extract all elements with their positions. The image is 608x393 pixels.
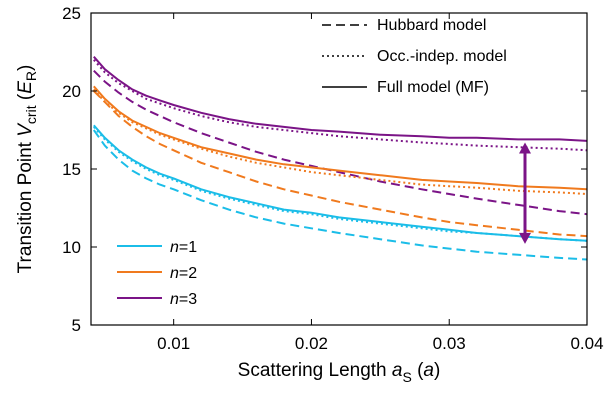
x-axis-label: Scattering Length aS (a) [238,360,441,385]
y-tick-label: 10 [62,238,81,257]
x-axis-label-symbol: a [392,360,403,381]
x-tick-label: 0.03 [433,334,466,353]
legend-label-full-model: Full model (MF) [377,79,489,96]
series-line-n3-dotted [93,59,587,152]
y-axis-label-main: Transition Point [15,137,36,274]
x-axis-label-unit-open: ( [412,360,424,381]
series-line-n3-solid [93,56,587,142]
y-axis-label-subscript: crit [23,105,39,124]
line-style-legend: Hubbard model Occ.-indep. model Full mod… [322,17,507,96]
y-axis-label-unit-subscript: R [23,71,39,81]
y-tick-label: 5 [72,316,81,335]
legend-label-hubbard: Hubbard model [377,17,486,34]
axis-ticks: 0.01 0.02 0.03 0.04 5 10 15 20 25 [62,4,603,353]
x-tick-label: 0.01 [157,334,190,353]
y-axis-label-symbol: V [15,122,36,137]
legend-label-n2: n=2 [170,265,197,282]
x-axis-label-unit: a [423,360,434,381]
series-line-n2-solid [93,85,587,191]
series-line-n3-dashed [93,69,587,216]
series-line-n1-dashed [92,129,587,261]
series-line-n1-solid [93,124,587,242]
color-legend: n=1 n=2 n=3 [117,239,197,308]
x-axis-label-main: Scattering Length [238,360,392,381]
x-tick-label: 0.02 [295,334,328,353]
annotation-arrow-head-top [519,142,531,154]
x-axis-label-subscript: S [402,369,411,385]
annotation-double-arrow [519,142,531,244]
y-axis-label: Transition Point Vcrit (ER) [15,65,39,274]
plot-frame [90,12,588,326]
series-line-n2-dotted [93,88,587,195]
y-axis-label-unit-close: ) [15,65,36,71]
x-tick-label: 0.04 [570,334,603,353]
x-axis-label-unit-close: ) [434,360,440,381]
y-axis-label-unit: E [15,81,36,94]
plot-area [92,56,587,261]
series-line-n2-dashed [93,90,587,238]
legend-label-n3: n=3 [170,291,197,308]
annotation-arrow-head-bottom [519,232,531,244]
y-tick-label: 15 [62,160,81,179]
legend-label-occ-indep: Occ.-indep. model [377,48,507,65]
legend-label-n1: n=1 [170,239,197,256]
series-line-n1-dotted [93,126,587,242]
y-axis-label-unit-open: ( [15,93,36,105]
y-tick-label: 25 [62,4,81,23]
y-tick-label: 20 [62,82,81,101]
